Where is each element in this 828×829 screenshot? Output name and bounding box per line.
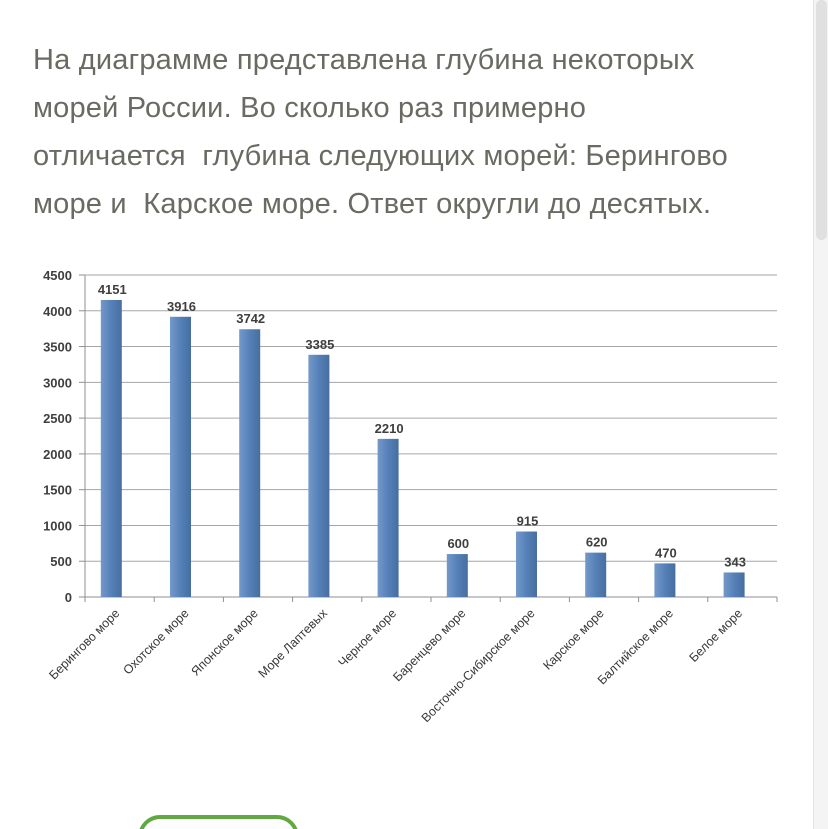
bar: [239, 329, 261, 597]
bar: [515, 531, 537, 597]
category-label: Море Лаптевых: [256, 606, 331, 681]
bar: [654, 563, 676, 597]
question-line-1: На диаграмме представлена глубина некото…: [33, 44, 695, 76]
question-line-3: отличается глубина следующих морей: Бери…: [33, 140, 728, 172]
y-tick-label: 1000: [43, 518, 72, 533]
bar-value-label: 2210: [375, 421, 404, 436]
category-label: Белое море: [687, 606, 746, 665]
bar-value-label: 3385: [305, 337, 334, 352]
bar-value-label: 3916: [167, 299, 196, 314]
question-line-2: морей России. Во сколько раз примерно: [33, 92, 587, 124]
y-tick-label: 3000: [43, 375, 72, 390]
y-tick-label: 500: [50, 554, 72, 569]
category-label: Японское море: [188, 606, 260, 678]
bar: [169, 316, 191, 597]
category-label: Охотское море: [120, 606, 191, 677]
y-tick-label: 1500: [43, 483, 72, 498]
category-label: Черное море: [336, 606, 400, 670]
category-label: Карское море: [540, 606, 606, 672]
bar-value-label: 343: [724, 554, 746, 569]
y-tick-label: 0: [65, 590, 72, 605]
bar-value-label: 3742: [236, 311, 265, 326]
y-tick-label: 4000: [43, 304, 72, 319]
bar-value-label: 620: [586, 535, 608, 550]
scrollbar-track[interactable]: [813, 0, 828, 829]
bar: [308, 354, 330, 597]
bar: [100, 299, 122, 597]
bar: [377, 438, 399, 597]
scrollbar-thumb[interactable]: [816, 0, 827, 240]
bar: [446, 554, 468, 597]
bar-value-label: 470: [655, 545, 677, 560]
y-tick-label: 2500: [43, 411, 72, 426]
bar-value-label: 915: [517, 514, 539, 529]
bar: [723, 572, 745, 597]
bar-value-label: 600: [447, 536, 469, 551]
question-line-4: море и Карское море. Ответ округли до де…: [33, 188, 712, 220]
category-label: Балтийское море: [595, 606, 676, 687]
depth-bar-chart: 0 500 1000 1500 2000 2500 3000 3500 4000 4500 4151…: [43, 268, 778, 725]
y-tick-label: 3500: [43, 340, 72, 355]
category-label: Восточно-Сибирское море: [419, 606, 538, 725]
bar-value-label: 4151: [98, 282, 127, 297]
bar: [585, 552, 607, 597]
y-tick-label: 2000: [43, 447, 72, 462]
category-label: Берингово море: [46, 606, 122, 682]
answer-button[interactable]: [138, 815, 299, 829]
question-text: На диаграмме представлена глубина некото…: [33, 36, 803, 228]
category-label: Баренцево море: [390, 606, 468, 684]
chart-area: 0 500 1000 1500 2000 2500 3000 3500 4000 4500 4151…: [22, 258, 812, 773]
y-tick-label: 4500: [43, 268, 72, 283]
